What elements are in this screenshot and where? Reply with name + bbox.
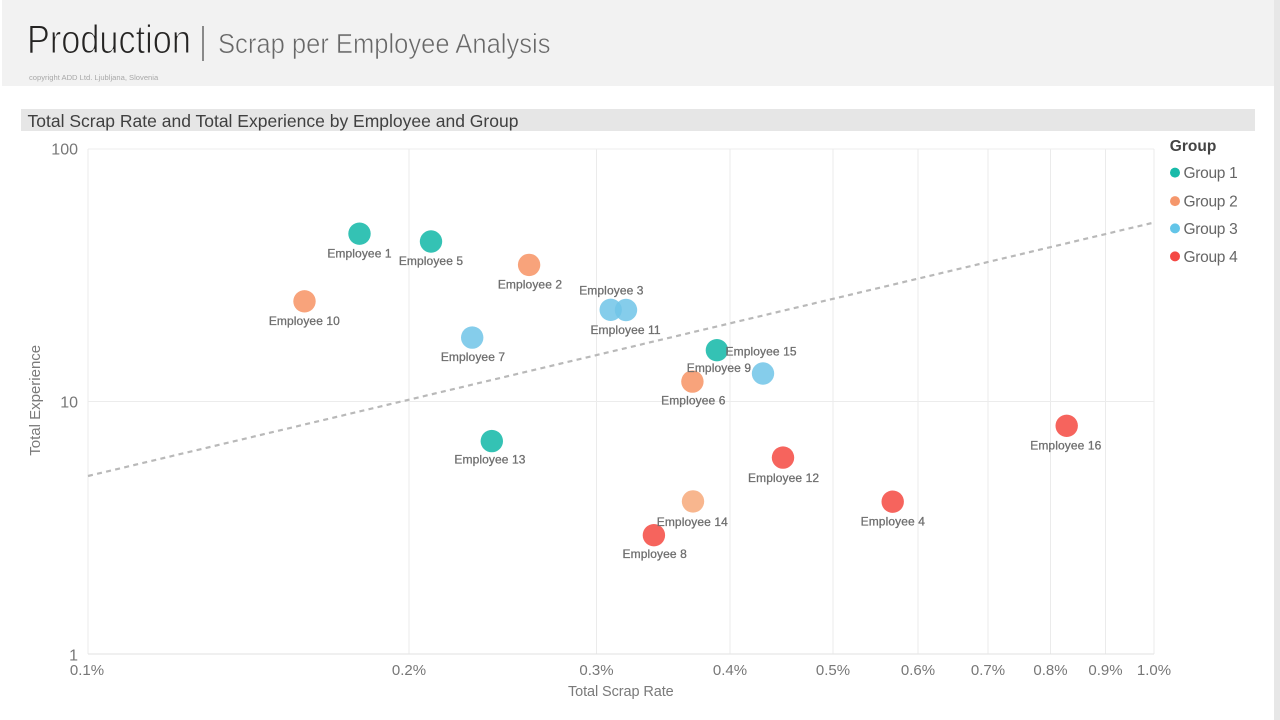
svg-text:Employee 1: Employee 1 <box>327 246 392 260</box>
svg-text:0.1%: 0.1% <box>70 662 104 679</box>
svg-text:Employee 10: Employee 10 <box>269 314 340 328</box>
svg-text:0.8%: 0.8% <box>1033 662 1067 679</box>
svg-text:Employee 4: Employee 4 <box>861 514 926 528</box>
svg-text:100: 100 <box>51 142 78 159</box>
svg-text:10: 10 <box>60 394 78 411</box>
svg-text:Employee 8: Employee 8 <box>623 547 688 561</box>
svg-text:Employee 2: Employee 2 <box>498 278 563 292</box>
svg-text:Employee 14: Employee 14 <box>657 515 728 529</box>
svg-text:Employee 11: Employee 11 <box>590 323 660 337</box>
svg-text:0.9%: 0.9% <box>1088 662 1122 679</box>
svg-text:Employee 13: Employee 13 <box>454 453 525 467</box>
svg-text:Employee 6: Employee 6 <box>661 394 726 408</box>
svg-text:Employee 7: Employee 7 <box>441 350 506 364</box>
svg-text:Group 2: Group 2 <box>1184 194 1238 211</box>
svg-text:0.5%: 0.5% <box>816 662 850 679</box>
svg-text:1: 1 <box>69 647 78 664</box>
svg-text:0.2%: 0.2% <box>392 662 426 679</box>
svg-text:Employee 12: Employee 12 <box>748 471 819 485</box>
svg-text:0.4%: 0.4% <box>713 662 747 679</box>
svg-text:0.3%: 0.3% <box>579 662 613 679</box>
svg-text:1.0%: 1.0% <box>1137 662 1171 679</box>
svg-text:Group 3: Group 3 <box>1184 221 1238 238</box>
svg-text:Group: Group <box>1170 138 1217 155</box>
svg-text:0.6%: 0.6% <box>901 662 935 679</box>
svg-text:Group 1: Group 1 <box>1184 165 1238 182</box>
svg-text:Total Experience: Total Experience <box>27 345 44 456</box>
svg-text:Employee 3: Employee 3 <box>579 283 644 297</box>
svg-text:0.7%: 0.7% <box>971 662 1005 679</box>
svg-text:Employee 5: Employee 5 <box>399 254 464 268</box>
svg-text:Employee 15: Employee 15 <box>726 345 797 359</box>
svg-text:Total Scrap Rate: Total Scrap Rate <box>568 684 674 700</box>
svg-text:Employee 16: Employee 16 <box>1030 439 1101 453</box>
svg-text:Group 4: Group 4 <box>1184 249 1239 266</box>
svg-text:Employee 9: Employee 9 <box>687 361 752 375</box>
